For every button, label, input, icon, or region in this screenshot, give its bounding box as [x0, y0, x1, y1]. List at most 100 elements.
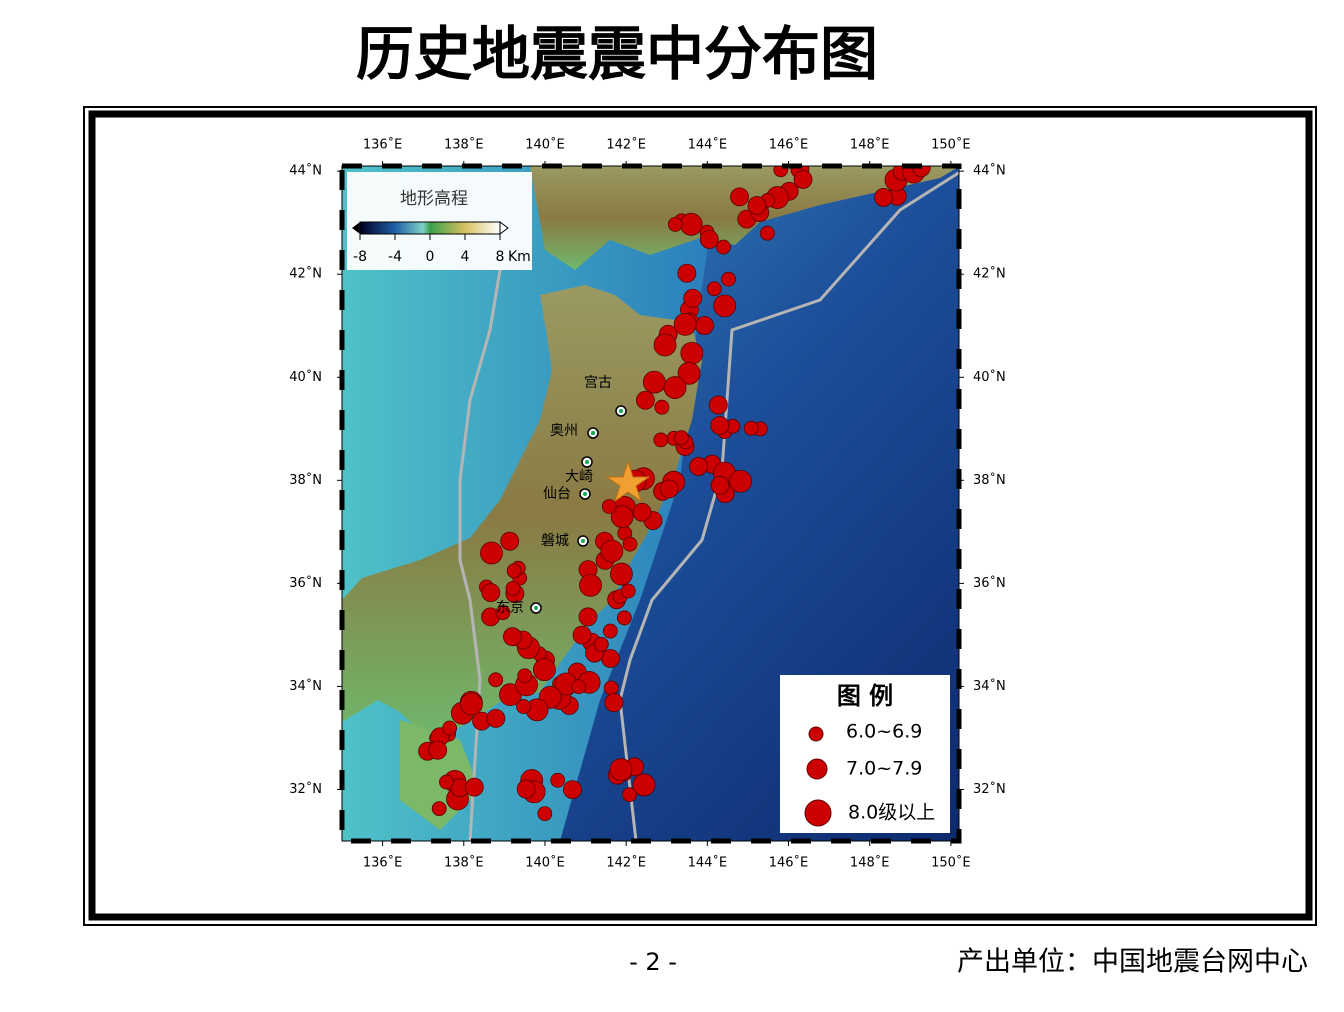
- lat-tick-label: 44˚N: [289, 163, 322, 179]
- quake-dot: [516, 779, 536, 799]
- quake-dots: [418, 166, 931, 822]
- quake-dot: [659, 479, 679, 499]
- quake-dot: [773, 166, 789, 178]
- quake-dot: [428, 740, 448, 760]
- quake-dot: [689, 457, 708, 476]
- lon-tick-label: 148˚E: [850, 137, 890, 153]
- quake-dot: [572, 625, 592, 645]
- quake-dot: [571, 679, 587, 695]
- quake-dot: [721, 271, 736, 287]
- quake-dot: [464, 777, 484, 797]
- quake-dot: [747, 196, 767, 215]
- quake-dot: [537, 806, 553, 822]
- quake-dot: [439, 774, 454, 790]
- city-label: 奥州: [550, 422, 578, 439]
- quake-dot: [679, 212, 703, 236]
- quake-dot: [488, 672, 504, 688]
- quake-dot: [759, 225, 775, 241]
- quake-dot: [874, 188, 893, 207]
- legend-item: 8.0级以上: [848, 802, 935, 824]
- quake-dot: [699, 230, 719, 249]
- quake-dot: [480, 541, 503, 565]
- colorbar-arrow: [352, 222, 360, 234]
- legend-item: 6.0~6.9: [846, 721, 922, 743]
- plate-boundary: [618, 170, 959, 841]
- lon-tick-label: 144˚E: [688, 137, 728, 153]
- colorbar-tick-label: -4: [388, 249, 402, 265]
- quake-dot: [516, 699, 531, 714]
- lon-tick-label: 146˚E: [769, 137, 809, 153]
- quake-dot: [636, 390, 655, 410]
- city-marker-dot: [585, 460, 589, 464]
- lon-tick-label: 138˚E: [444, 137, 484, 153]
- lon-tick-label: 138˚E: [444, 855, 484, 871]
- quake-dot: [601, 499, 617, 514]
- quake-dot: [517, 668, 533, 684]
- quake-dot: [610, 562, 633, 586]
- lon-tick-label: 140˚E: [525, 137, 565, 153]
- colorbar-ticks: -8 -4 0 4 8: [353, 234, 504, 265]
- lon-tick-label: 142˚E: [606, 137, 646, 153]
- quake-dot: [673, 312, 697, 336]
- epicenter-star: [605, 460, 651, 503]
- lat-tick-label: 42˚N: [289, 266, 322, 282]
- quake-dot: [793, 170, 813, 189]
- quake-dot: [532, 658, 556, 682]
- inner-frame: [88, 110, 1313, 921]
- city-marker-dot: [534, 606, 538, 610]
- quake-dot: [610, 505, 634, 529]
- quake-dot: [677, 263, 697, 283]
- quake-dot: [601, 649, 620, 668]
- quake-dot: [442, 720, 458, 736]
- quake-dot: [622, 536, 638, 552]
- quake-dot: [713, 294, 737, 318]
- quake-dot: [486, 709, 506, 728]
- city-label: 仙台: [543, 486, 571, 502]
- quake-dot: [609, 758, 633, 781]
- lon-tick-label: 140˚E: [525, 855, 565, 871]
- quake-dot: [653, 333, 677, 357]
- quake-dot: [683, 288, 703, 308]
- quake-dot: [677, 361, 701, 385]
- quake-dot: [481, 583, 501, 602]
- plate-boundary-west: [458, 269, 502, 841]
- colorbar-tick-label: 8: [496, 249, 505, 265]
- city-marker-dot: [581, 539, 585, 543]
- lat-tick-label: 34˚N: [973, 678, 1006, 694]
- outer-frame: [83, 106, 1317, 926]
- quake-dot: [550, 772, 566, 788]
- quake-dot: [500, 531, 520, 551]
- city-marker-dot: [583, 492, 587, 496]
- topo-legend: 地形高程 -8 -4 0 4 8 Km: [347, 172, 532, 270]
- quake-dot: [706, 281, 722, 297]
- legend-item: 7.0~7.9: [846, 758, 922, 780]
- quake-dot: [674, 430, 689, 446]
- lon-tick-label: 136˚E: [363, 137, 403, 153]
- topo-legend-box: [347, 172, 532, 270]
- lon-tick-label: 142˚E: [606, 855, 646, 871]
- lat-tick-label: 38˚N: [973, 472, 1006, 488]
- city-label: 大崎: [565, 469, 593, 485]
- quake-dot: [632, 502, 652, 522]
- quake-dot: [600, 539, 624, 563]
- lon-tick-label: 150˚E: [931, 137, 971, 153]
- axis-ticks: 136˚E 136˚E 138˚E 138˚E 140˚E 140˚E 142˚E 142˚E…: [289, 137, 1006, 871]
- quake-dot: [642, 370, 666, 394]
- lat-tick-label: 42˚N: [973, 266, 1006, 282]
- quake-dot: [695, 316, 714, 335]
- colorbar-tick-label: -8: [353, 249, 367, 265]
- quake-dot: [730, 187, 749, 207]
- quake-dot: [620, 583, 636, 599]
- quake-dot: [460, 692, 483, 716]
- legend-dot: [808, 726, 824, 742]
- quake-dot: [622, 787, 637, 803]
- quake-dot: [729, 469, 752, 493]
- producer: 产出单位：中国地震台网中心: [957, 947, 1308, 978]
- quake-dot: [506, 563, 522, 579]
- colorbar-title: 地形高程: [400, 189, 468, 209]
- quake-dot: [654, 399, 670, 415]
- lon-tick-label: 136˚E: [363, 855, 403, 871]
- lon-tick-label: 148˚E: [850, 855, 890, 871]
- colorbar-tick-label: 0: [426, 249, 435, 265]
